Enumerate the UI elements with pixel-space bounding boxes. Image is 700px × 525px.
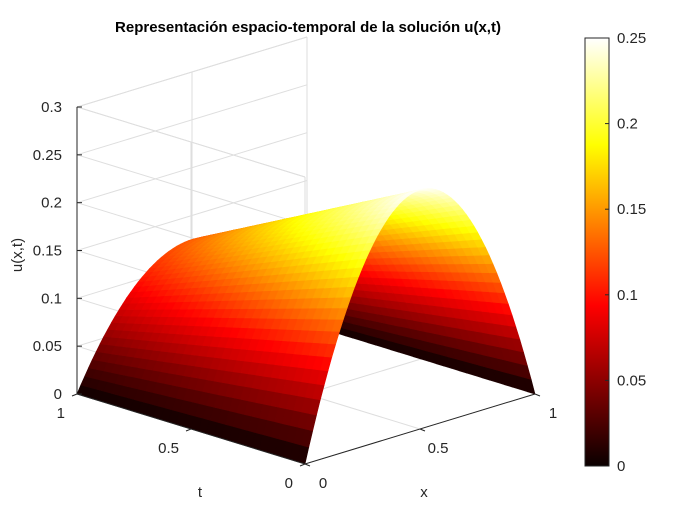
t-tick-label: 0 <box>285 475 293 492</box>
colorbar-tick-label: 0 <box>617 458 625 475</box>
x-tick-mark <box>304 463 311 467</box>
x-axis-label: x <box>420 484 428 501</box>
y-axis-label: t <box>198 484 203 501</box>
z-tick-label: 0.25 <box>33 147 62 164</box>
x-tick-mark <box>534 393 541 397</box>
t-tick-mark <box>299 463 306 467</box>
z-tick-label: 0.15 <box>33 243 62 260</box>
colorbar-tick-label: 0.05 <box>617 372 646 389</box>
x-tick-label: 0.5 <box>428 440 449 457</box>
colorbar-tick-label: 0.25 <box>617 30 646 47</box>
t-tick-label: 1 <box>57 405 65 422</box>
colorbar-tick-label: 0.15 <box>617 201 646 218</box>
t-tick-mark <box>185 428 192 432</box>
z-tick-label: 0 <box>54 386 62 403</box>
t-tick-label: 0.5 <box>158 440 179 457</box>
t-tick-mark <box>71 393 78 397</box>
colorbar: 0 0.05 0.1 0.15 0.2 0.25 <box>584 30 646 475</box>
colorbar-tick-label: 0.1 <box>617 287 638 304</box>
colorbar-ticks: 0 0.05 0.1 0.15 0.2 0.25 <box>605 30 646 475</box>
tick-labels: 0 0.05 0.1 0.15 0.2 0.25 0.3 0 0.5 1 0 0.5 1 <box>33 99 557 492</box>
surface-patch <box>412 188 424 192</box>
chart-title: Representación espacio-temporal de la so… <box>115 19 501 36</box>
z-axis-label: u(x,t) <box>9 238 26 272</box>
x-tick-label: 1 <box>549 405 557 422</box>
x-tick-mark <box>419 428 426 432</box>
z-tick-label: 0.1 <box>41 290 62 307</box>
colorbar-gradient <box>584 37 610 467</box>
x-tick-label: 0 <box>319 475 327 492</box>
z-tick-label: 0.05 <box>33 338 62 355</box>
surface-plot <box>76 188 536 465</box>
colorbar-tick-label: 0.2 <box>617 116 638 133</box>
z-tick-label: 0.3 <box>41 99 62 116</box>
z-tick-label: 0.2 <box>41 195 62 212</box>
